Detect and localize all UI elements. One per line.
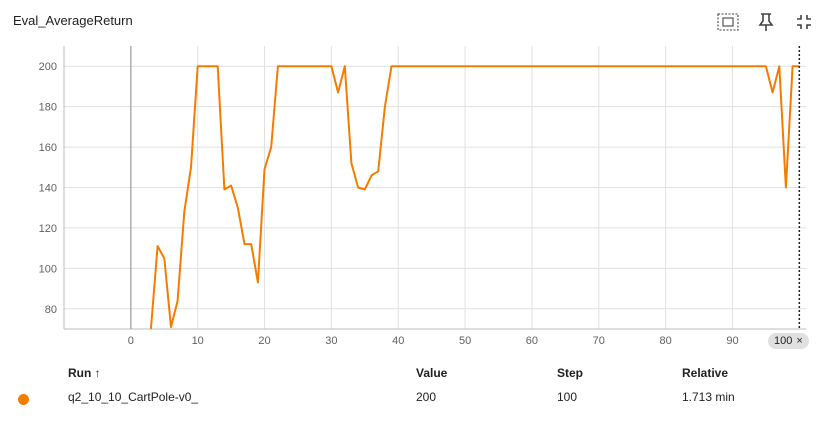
y-tick-label: 160 <box>39 142 57 154</box>
y-tick-label: 100 <box>39 263 57 275</box>
chart-title: Eval_AverageReturn <box>13 13 133 28</box>
header-value[interactable]: Value <box>416 366 448 380</box>
x-tick-label: 20 <box>258 335 270 347</box>
y-tick-label: 200 <box>39 61 57 73</box>
header-relative[interactable]: Relative <box>682 366 729 380</box>
fit-domain-icon <box>717 13 739 31</box>
header-run[interactable]: Run ↑ <box>68 366 101 380</box>
chart-toolbar <box>716 10 816 34</box>
step-badge-label: 100 <box>774 335 793 347</box>
pin-icon <box>758 13 774 31</box>
series-line <box>149 65 800 329</box>
fit-domain-button[interactable] <box>716 10 740 34</box>
x-tick-label: 0 <box>128 335 134 347</box>
step-badge[interactable]: 100 × <box>768 333 809 349</box>
x-tick-label: 30 <box>325 335 337 347</box>
run-name: q2_10_10_CartPole-v0_ <box>68 390 199 404</box>
collapse-button[interactable] <box>792 10 816 34</box>
x-tick-label: 10 <box>192 335 204 347</box>
table-header: Run ↑ Value Step Relative <box>0 362 824 384</box>
table-row: q2_10_10_CartPole-v0_ 200 100 1.713 min <box>0 386 824 408</box>
run-step: 100 <box>557 390 578 404</box>
close-icon[interactable]: × <box>796 335 803 347</box>
x-tick-label: 90 <box>726 335 738 347</box>
pin-button[interactable] <box>754 10 778 34</box>
y-tick-label: 140 <box>39 183 57 195</box>
runs-table: Run ↑ Value Step Relative q2_10_10_CartP… <box>0 362 824 408</box>
line-chart[interactable]: 0 10 20 30 40 50 60 70 80 90 80 100 120 140 160 180 200 <box>0 0 824 355</box>
collapse-icon <box>797 15 811 29</box>
x-tick-label: 70 <box>593 335 605 347</box>
x-tick-label: 60 <box>526 335 538 347</box>
header-step[interactable]: Step <box>557 366 584 380</box>
x-tick-label: 40 <box>392 335 404 347</box>
run-color-dot <box>18 394 29 405</box>
x-tick-label: 80 <box>659 335 671 347</box>
y-tick-label: 80 <box>45 304 57 316</box>
run-value: 200 <box>416 390 437 404</box>
y-tick-label: 180 <box>39 102 57 114</box>
x-tick-label: 50 <box>459 335 471 347</box>
y-tick-label: 120 <box>39 223 57 235</box>
run-relative: 1.713 min <box>682 390 735 404</box>
